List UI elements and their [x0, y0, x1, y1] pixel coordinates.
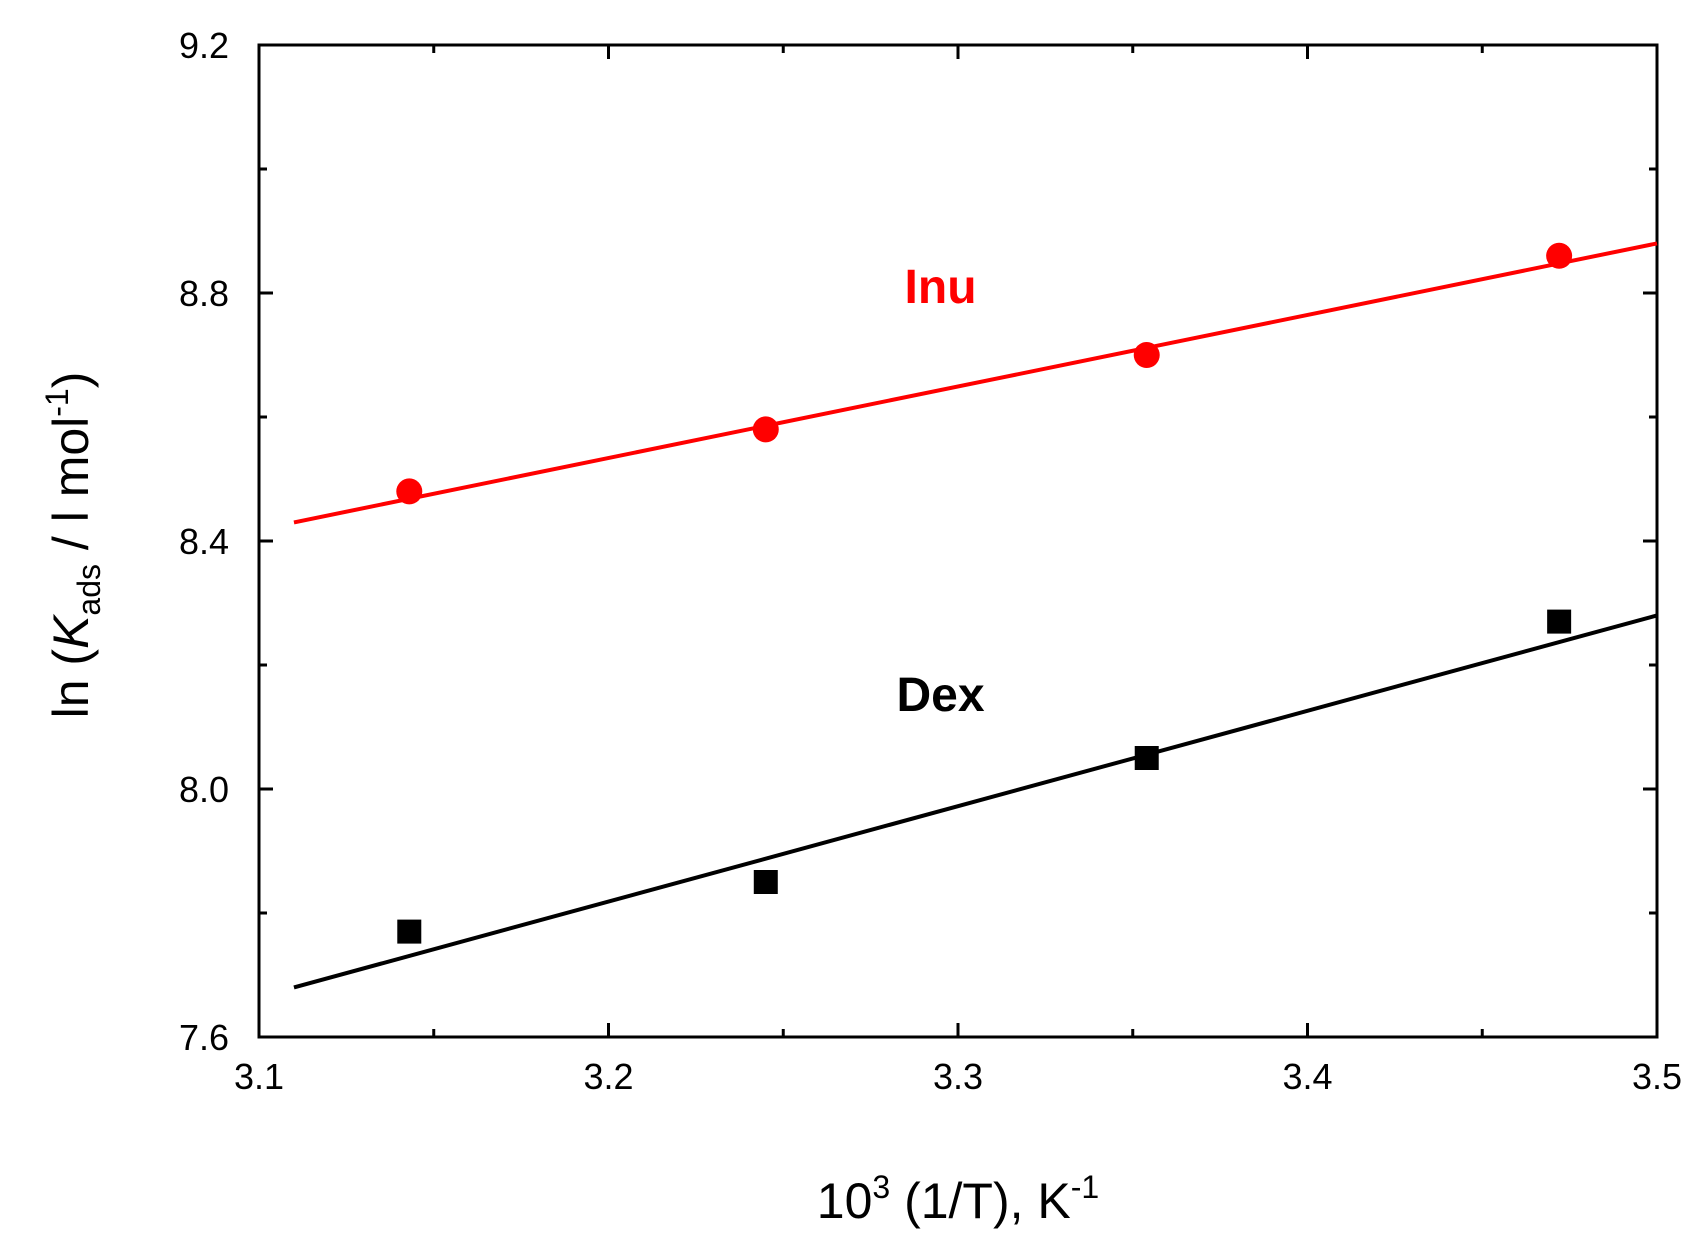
x-tick-label: 3.1 [234, 1056, 284, 1097]
plot-frame [257, 43, 1659, 1039]
y-axis-title-unit-superscript: -1 [39, 388, 75, 416]
x-axis-title-base: 10 [817, 1173, 873, 1229]
y-axis-title-suffix: ) [43, 372, 99, 389]
ticks: 3.1 3.2 3.3 3.4 3.5 7.6 8.0 8.4 8.8 9.2 [179, 25, 1682, 1097]
data-point-inu [396, 478, 423, 505]
data-point-inu [1133, 342, 1160, 368]
data-point-inu [1546, 242, 1573, 269]
y-tick-label: 8.4 [179, 521, 229, 562]
x-axis-title-unit-superscript: -1 [1071, 1169, 1099, 1205]
x-tick-label: 3.2 [583, 1056, 633, 1097]
y-tick-label: 9.2 [179, 25, 229, 66]
y-tick-label: 8.8 [179, 273, 229, 314]
y-axis-title-variable: K [43, 613, 99, 649]
x-axis-title-base-superscript: 3 [872, 1169, 890, 1205]
fit-line-dex [293, 613, 1658, 990]
series-labels: Inu Dex [896, 261, 984, 722]
data-point-dex [397, 919, 422, 944]
fit-line-inu [293, 241, 1658, 525]
fit-lines [293, 241, 1658, 990]
y-tick-label: 8.0 [179, 769, 229, 810]
series-label-dex: Dex [896, 669, 984, 722]
x-tick-label: 3.5 [1632, 1056, 1682, 1097]
y-tick-label: 7.6 [179, 1017, 229, 1058]
data-point-inu [752, 416, 779, 443]
y-axis-title-prefix: ln ( [43, 649, 99, 719]
y-axis-title-unit: / l mol [43, 417, 99, 564]
data-point-dex [1547, 609, 1572, 634]
data-point-dex [753, 870, 778, 894]
y-axis-title-subscript: ads [71, 564, 107, 616]
x-tick-label: 3.4 [1282, 1056, 1332, 1097]
y-axis-title: ln (Kads / l mol-1) [39, 372, 107, 719]
series-label-inu: Inu [905, 261, 977, 314]
data-point-dex [1134, 746, 1159, 770]
x-axis-title: 103 (1/T), K-1 [817, 1169, 1099, 1229]
x-tick-label: 3.3 [933, 1056, 983, 1097]
x-axis-title-text: (1/T), K [890, 1173, 1071, 1229]
data-points [396, 242, 1573, 944]
